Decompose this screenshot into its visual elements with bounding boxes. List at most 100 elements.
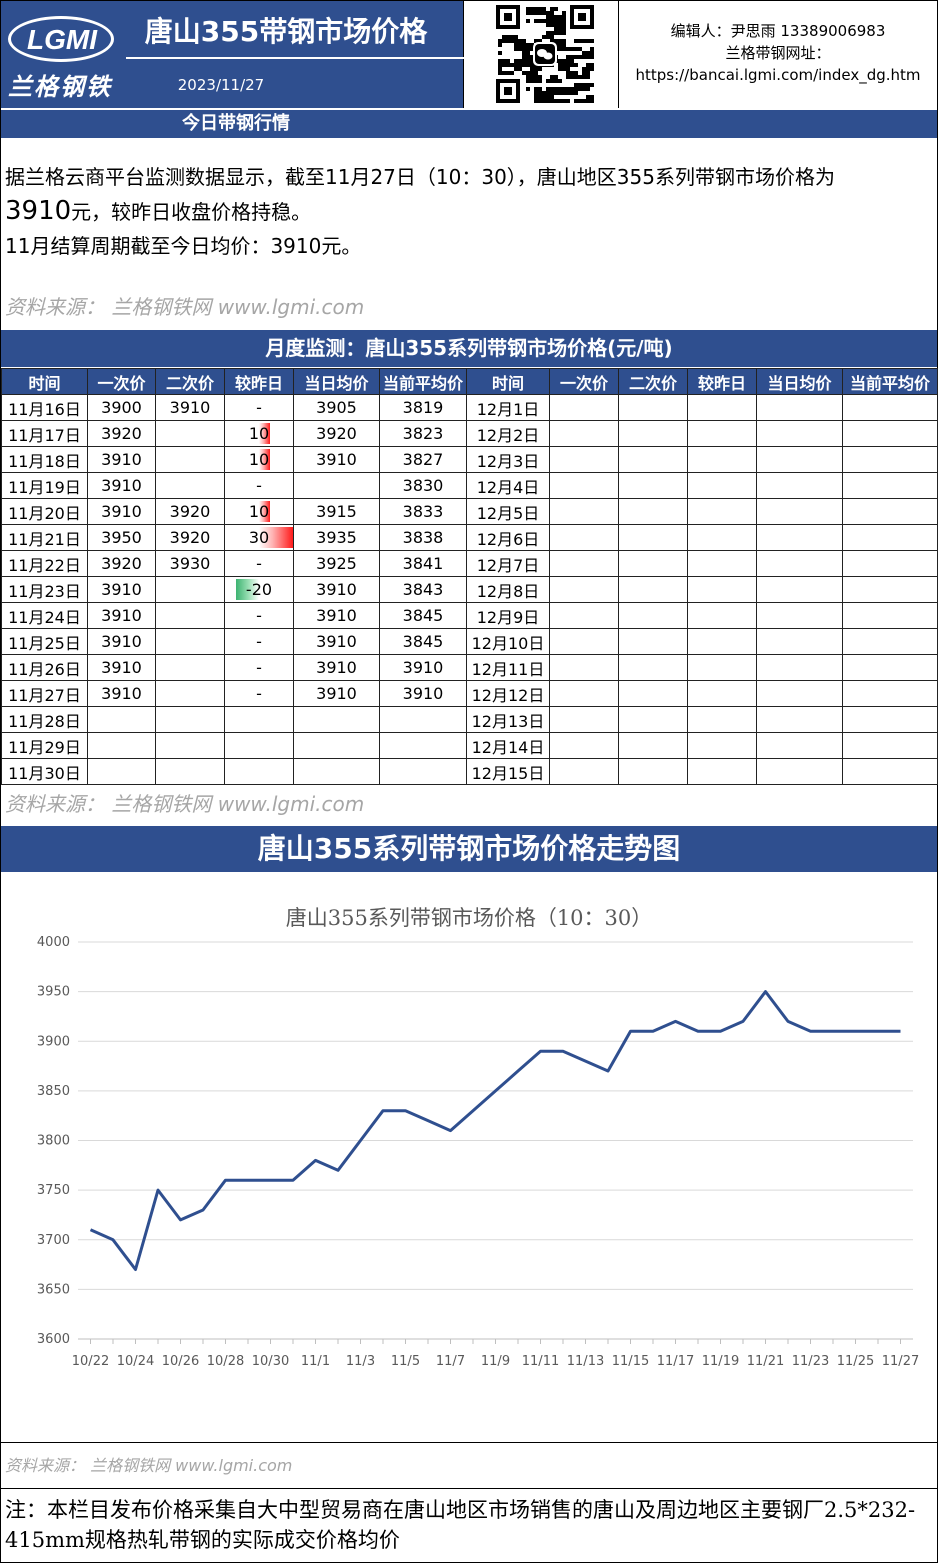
x-tick-label: 10/28	[207, 1354, 244, 1369]
table-cell	[687, 680, 757, 707]
table-cell	[549, 420, 619, 447]
table-cell	[687, 394, 757, 421]
table-cell	[687, 472, 757, 499]
table-cell	[687, 420, 757, 447]
monthly-band: 月度监测：唐山355系列带钢市场价格(元/吨)	[1, 330, 937, 367]
table-cell: 10	[224, 420, 294, 447]
table-cell: 3910	[87, 628, 156, 655]
column-header: 当日均价	[756, 368, 843, 395]
table-cell: 12月11日	[466, 654, 550, 681]
x-tick-label: 11/13	[567, 1354, 604, 1369]
table-cell	[155, 602, 225, 629]
table-cell	[756, 472, 843, 499]
table-cell	[618, 628, 688, 655]
table-cell: 3910	[379, 654, 467, 681]
table-cell	[618, 472, 688, 499]
table-cell	[549, 550, 619, 577]
table-cell	[549, 628, 619, 655]
table-cell: 10	[224, 498, 294, 525]
table-cell	[155, 472, 225, 499]
table-cell	[756, 498, 843, 525]
table-cell	[155, 576, 225, 603]
report-date: 2023/11/27	[177, 76, 265, 94]
table-cell	[842, 446, 938, 473]
column-header: 当前平均价	[842, 368, 938, 395]
x-tick-label: 11/23	[792, 1354, 829, 1369]
table-cell: 3900	[87, 394, 156, 421]
table-cell	[224, 706, 294, 733]
table-row: 11月21日 3950 3920 30 3935 3838 12月6日	[1, 524, 938, 551]
column-header: 一次价	[87, 368, 156, 395]
site-label: 兰格带钢网址：	[725, 44, 831, 62]
table-cell	[756, 446, 843, 473]
table-cell: 12月7日	[466, 550, 550, 577]
change-value: 10	[248, 502, 270, 521]
table-cell: 3833	[379, 498, 467, 525]
table-cell: 3910	[293, 680, 380, 707]
x-tick-label: 11/5	[391, 1354, 420, 1369]
table-cell	[618, 550, 688, 577]
table-cell: 3827	[379, 446, 467, 473]
table-row: 11月19日 3910 - 3830 12月4日	[1, 472, 938, 499]
table-cell	[618, 394, 688, 421]
qr-code	[465, 1, 619, 108]
table-cell: 3910	[379, 680, 467, 707]
logo-chinese: 兰格钢铁	[8, 72, 112, 101]
table-cell	[87, 706, 156, 733]
table-cell: 3845	[379, 628, 467, 655]
column-header: 一次价	[549, 368, 619, 395]
increase-bar	[259, 449, 271, 470]
table-cell: 3838	[379, 524, 467, 551]
table-cell	[549, 602, 619, 629]
table-cell: 11月23日	[1, 576, 88, 603]
site-url[interactable]: https://bancai.lgmi.com/index_dg.htm	[635, 66, 921, 84]
table-cell: 3843	[379, 576, 467, 603]
table-cell: 12月14日	[466, 732, 550, 759]
table-cell: 3920	[87, 420, 156, 447]
table-cell	[293, 732, 380, 759]
table-cell: 12月3日	[466, 446, 550, 473]
table-row: 11月17日 3920 10 3920 3823 12月2日	[1, 420, 938, 447]
table-cell: 3910	[87, 446, 156, 473]
x-tick-label: 11/21	[747, 1354, 784, 1369]
x-tick-label: 11/17	[657, 1354, 694, 1369]
x-tick-label: 11/19	[702, 1354, 739, 1369]
chart-band: 唐山355系列带钢市场价格走势图	[1, 826, 937, 872]
report-line-3: 11月结算周期截至今日均价：3910元。	[5, 234, 362, 258]
table-cell: -	[224, 680, 294, 707]
table-cell	[224, 732, 294, 759]
table-cell: 3915	[293, 498, 380, 525]
table-cell: 3823	[379, 420, 467, 447]
table-cell	[842, 602, 938, 629]
x-tick-label: 10/26	[162, 1354, 199, 1369]
table-cell	[549, 446, 619, 473]
table-row: 11月23日 3910 -20 3910 3843 12月8日	[1, 576, 938, 603]
report-line-1: 据兰格云商平台监测数据显示，截至11月27日（10：30），唐山地区355系列带…	[5, 165, 835, 189]
table-cell: 3819	[379, 394, 467, 421]
y-tick-label: 3650	[37, 1282, 70, 1297]
table-cell	[842, 576, 938, 603]
table-cell: 3935	[293, 524, 380, 551]
x-tick-label: 10/22	[72, 1354, 109, 1369]
table-cell	[842, 394, 938, 421]
table-cell	[549, 524, 619, 551]
change-value: 30	[248, 528, 270, 547]
table-cell	[379, 732, 467, 759]
table-cell	[293, 706, 380, 733]
report-text: 据兰格云商平台监测数据显示，截至11月27日（10：30），唐山地区355系列带…	[5, 160, 925, 263]
table-cell	[842, 758, 938, 785]
table-cell: 3910	[87, 472, 156, 499]
table-cell	[293, 472, 380, 499]
today-band: 今日带钢行情	[1, 110, 937, 138]
table-cell: 12月4日	[466, 472, 550, 499]
table-cell	[549, 758, 619, 785]
table-cell	[155, 758, 225, 785]
table-cell: -	[224, 550, 294, 577]
table-cell: 3930	[155, 550, 225, 577]
table-cell	[618, 706, 688, 733]
table-cell	[618, 420, 688, 447]
table-cell	[756, 706, 843, 733]
y-tick-label: 3800	[37, 1134, 70, 1149]
column-header: 二次价	[618, 368, 688, 395]
table-cell	[842, 550, 938, 577]
